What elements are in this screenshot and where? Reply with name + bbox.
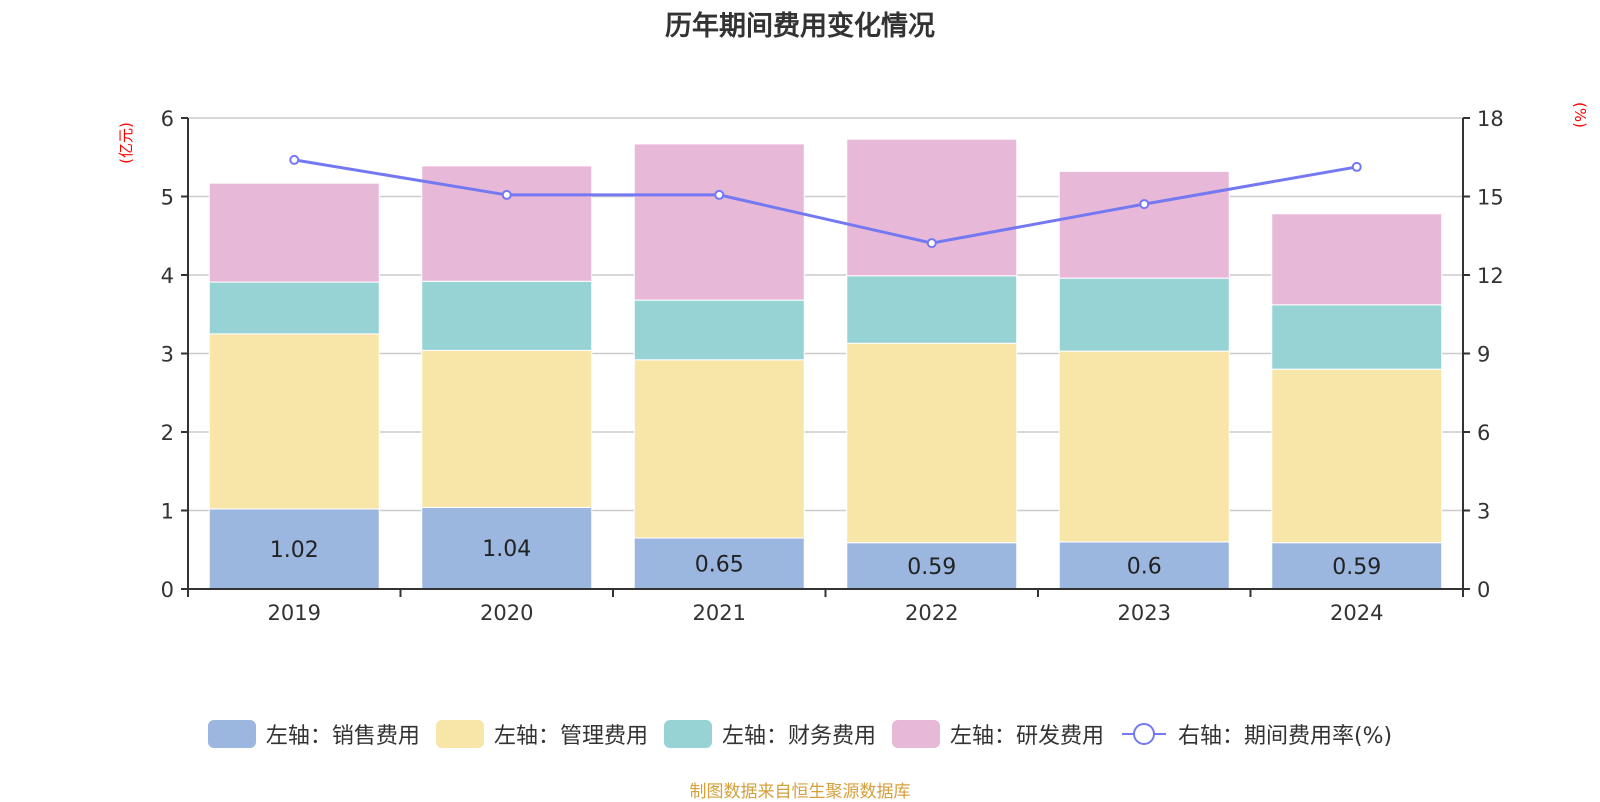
- legend: 左轴：销售费用 左轴：管理费用 左轴：财务费用 左轴：研发费用 右轴：期间费用率…: [0, 718, 1600, 750]
- bar-segment: [1058, 277, 1230, 352]
- chart-title: 历年期间费用变化情况: [665, 11, 935, 42]
- right-axis-tick-label: 3: [1477, 500, 1490, 524]
- line-series: [289, 154, 1362, 249]
- bar-segment: [421, 349, 593, 508]
- bar-segment: [208, 281, 380, 335]
- bar-segment: [633, 299, 805, 361]
- bar-segment: [421, 280, 593, 351]
- right-axis-tick-label: 6: [1477, 421, 1490, 445]
- line-point: [926, 238, 937, 249]
- legend-label-rnd: 左轴：研发费用: [949, 724, 1104, 749]
- legend-label-rate: 右轴：期间费用率(%): [1177, 724, 1393, 749]
- legend-label-admin: 左轴：管理费用: [493, 724, 648, 749]
- bar-data-label: 0.59: [907, 555, 956, 580]
- bar-segment: [1271, 304, 1443, 370]
- bar-segment: [1271, 542, 1443, 590]
- bar-segment: [208, 182, 380, 283]
- bar-segment: [208, 333, 380, 510]
- legend-item-rnd[interactable]: 左轴：研发费用: [891, 718, 1104, 750]
- bar-segment: [846, 138, 1018, 277]
- left-axis-tick-label: 3: [161, 343, 174, 367]
- bar-data-label: 0.65: [695, 552, 744, 577]
- legend-item-admin[interactable]: 左轴：管理费用: [435, 718, 648, 750]
- data-source-note: 制图数据来自恒生聚源数据库: [689, 782, 911, 802]
- line-point: [714, 189, 725, 200]
- x-axis-tick-label: 2021: [693, 601, 746, 625]
- right-axis-tick-label: 18: [1477, 107, 1504, 131]
- left-axis-tick-label: 6: [161, 107, 174, 131]
- legend-line-marker-icon: [1121, 723, 1166, 745]
- legend-swatch-sales: [207, 720, 256, 748]
- x-axis-tick-label: 2024: [1330, 601, 1383, 625]
- left-axis-tick-label: 5: [161, 186, 174, 210]
- data-labels: 1.02 1.04 0.65 0.59 0.6 0.59: [270, 537, 1381, 580]
- x-axis-tick-label: 2019: [268, 601, 321, 625]
- legend-label-sales: 左轴：销售费用: [265, 724, 420, 749]
- bar-segment: [421, 165, 593, 282]
- legend-label-finance: 左轴：财务费用: [721, 724, 876, 749]
- left-axis-tick-label: 0: [161, 578, 174, 602]
- x-axis-tick-label: 2020: [480, 601, 533, 625]
- bar-series: [208, 138, 1443, 590]
- right-axis-tick-label: 0: [1477, 578, 1490, 602]
- bar-data-label: 0.6: [1127, 554, 1162, 579]
- line-path: [294, 158, 1358, 245]
- bar-segment: [1271, 213, 1443, 306]
- right-axis-unit: (%): [1571, 102, 1589, 128]
- right-axis-tick-label: 9: [1477, 343, 1490, 367]
- left-axis-unit: (亿元): [117, 122, 135, 164]
- legend-swatch-finance: [663, 720, 712, 748]
- bar-segment: [1058, 170, 1230, 279]
- line-point: [1139, 199, 1150, 210]
- bar-data-label: 1.04: [482, 537, 531, 562]
- x-axis-tick-label: 2023: [1118, 601, 1171, 625]
- right-axis-tick-label: 15: [1477, 186, 1504, 210]
- x-axis-tick-label: 2022: [905, 601, 958, 625]
- bar-segment: [633, 359, 805, 539]
- bar-segment: [633, 143, 805, 301]
- left-axis-tick-label: 2: [161, 421, 174, 445]
- line-point: [1351, 161, 1362, 172]
- line-point: [289, 154, 300, 165]
- chart-area: 1.02 1.040.65 0.59 0.6 0.59 0123456036912151…: [117, 102, 1589, 625]
- bar-segment: [1058, 350, 1230, 543]
- bar-data-label: 0.59: [1332, 555, 1381, 580]
- grid-lines: [188, 117, 1463, 512]
- bar-segment: [846, 342, 1018, 544]
- legend-item-finance[interactable]: 左轴：财务费用: [663, 718, 876, 750]
- right-axis-tick-label: 12: [1477, 264, 1504, 288]
- legend-item-sales[interactable]: 左轴：销售费用: [207, 718, 420, 750]
- bar-segment: [846, 275, 1018, 344]
- bar-segment: [208, 508, 380, 590]
- line-point: [501, 189, 512, 200]
- legend-swatch-admin: [435, 720, 484, 748]
- left-axis-tick-label: 4: [161, 264, 174, 288]
- legend-swatch-rnd: [891, 720, 940, 748]
- bar-segment: [1271, 368, 1443, 544]
- left-axis-tick-label: 1: [161, 500, 174, 524]
- legend-item-rate[interactable]: 右轴：期间费用率(%): [1120, 718, 1392, 750]
- bar-data-label: 1.02: [270, 538, 319, 563]
